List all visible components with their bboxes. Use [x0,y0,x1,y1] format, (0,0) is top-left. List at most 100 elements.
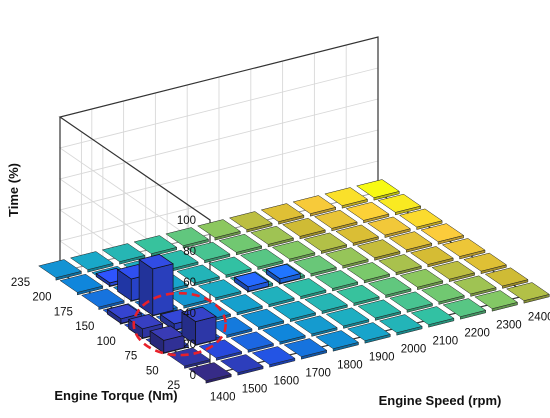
floor-tile [441,238,486,257]
bars [95,254,302,354]
floor-tile [186,241,231,261]
floor-tile [218,233,263,253]
floor-tile [399,268,444,288]
floor-tile [313,209,358,229]
floor-tile [389,291,434,311]
x-tick-label: 2100 [433,335,459,347]
y-tick-label: 75 [124,351,137,363]
x-tick-label: 1900 [369,351,395,363]
floor-tile [81,288,125,308]
x-tick-label: 2400 [528,311,550,323]
annotation-layer [132,291,228,357]
floor-tile [260,203,305,222]
floor-tile [250,286,295,305]
floor-tile [474,290,519,309]
floor-tile [304,292,348,312]
floor-tile [347,322,391,341]
floor-tile [377,193,422,213]
x-tick-label: 2000 [401,343,427,355]
floor-tile [293,315,338,335]
floor-tile [421,283,465,303]
floor-tile [346,262,391,281]
floor-tile [378,254,422,273]
bar-top-face [233,271,270,288]
x-tick-label: 1500 [242,383,268,395]
y-tick-label: 50 [146,365,159,377]
floor-tile [101,243,146,262]
floor-tile [388,231,433,251]
floor-tile [283,338,328,357]
floor-tile [410,306,455,325]
floor-tile [282,278,327,297]
z-tick-label: 100 [177,215,196,227]
dashed-ellipse-annotation [132,291,228,357]
floor-tile [442,298,487,317]
floor-tile [315,330,360,349]
floor-tile [262,323,306,343]
floor-tiles [38,179,550,384]
bar-front-face [152,263,174,316]
floor-tile [228,211,273,230]
floor-tile [176,264,221,284]
y-axis-label: Engine Torque (Nm) [54,388,177,403]
bar-top-face [265,263,302,280]
floor-tile [356,179,400,198]
floor-tile [367,276,412,296]
x-tick-label: 2300 [496,319,522,331]
floor-tile [240,248,284,268]
floor-tile [325,307,370,327]
z-tick-label: 0 [190,370,196,382]
y-tick-label: 200 [32,292,51,304]
floor-tile [240,308,285,328]
z-tick-label: 20 [183,339,196,351]
floor-tile [463,252,507,272]
floor-tile [165,227,210,246]
floor-tile [506,282,550,301]
floor-tile [197,219,241,238]
floor-tile [197,279,242,299]
floor-tile [272,300,317,320]
floor-tile [198,339,243,359]
floor-tile [69,251,114,270]
floor-tile [324,187,369,206]
floor-tile [378,314,423,333]
y-tick-label: 150 [75,321,94,333]
floor-tile [314,270,359,289]
x-tick-label: 1600 [274,375,300,387]
floor-tile [219,354,264,373]
bar-top-face [138,254,174,270]
floor-tile [357,299,402,319]
floor-tile [356,239,401,259]
floor-tile [409,246,454,265]
y-tick-label: 175 [54,306,73,318]
floor-tile [484,267,529,287]
floor-tile [282,217,326,237]
z-tick-label: 40 [183,308,196,320]
floor-tile [345,201,390,221]
floor-tile [293,255,337,275]
x-tick-label: 1400 [210,391,236,403]
x-tick-label: 1700 [305,367,331,379]
floor-tile [452,275,497,295]
bar-top-face [149,325,186,341]
floor-tile [251,346,296,365]
floor-tile [335,224,380,244]
floor-tile [230,331,275,351]
x-axis-label: Engine Speed (rpm) [379,393,502,408]
tick-labels: 0204060801002550751001501752002351400150… [11,215,550,403]
floor-tile [420,223,465,243]
floor-tile [250,225,295,245]
floor-tile [367,216,411,236]
floor-tile [208,256,252,276]
floor-tile [336,284,380,304]
y-tick-label: 25 [167,380,180,392]
floor-tile [271,240,316,260]
floor-tile [38,259,82,278]
floor-tile [292,195,337,214]
x-tick-label: 2200 [464,327,490,339]
z-axis-label: Time (%) [6,163,21,217]
x-tick-label: 1800 [337,359,363,371]
floor-tile [431,260,476,280]
y-tick-label: 100 [97,336,116,348]
